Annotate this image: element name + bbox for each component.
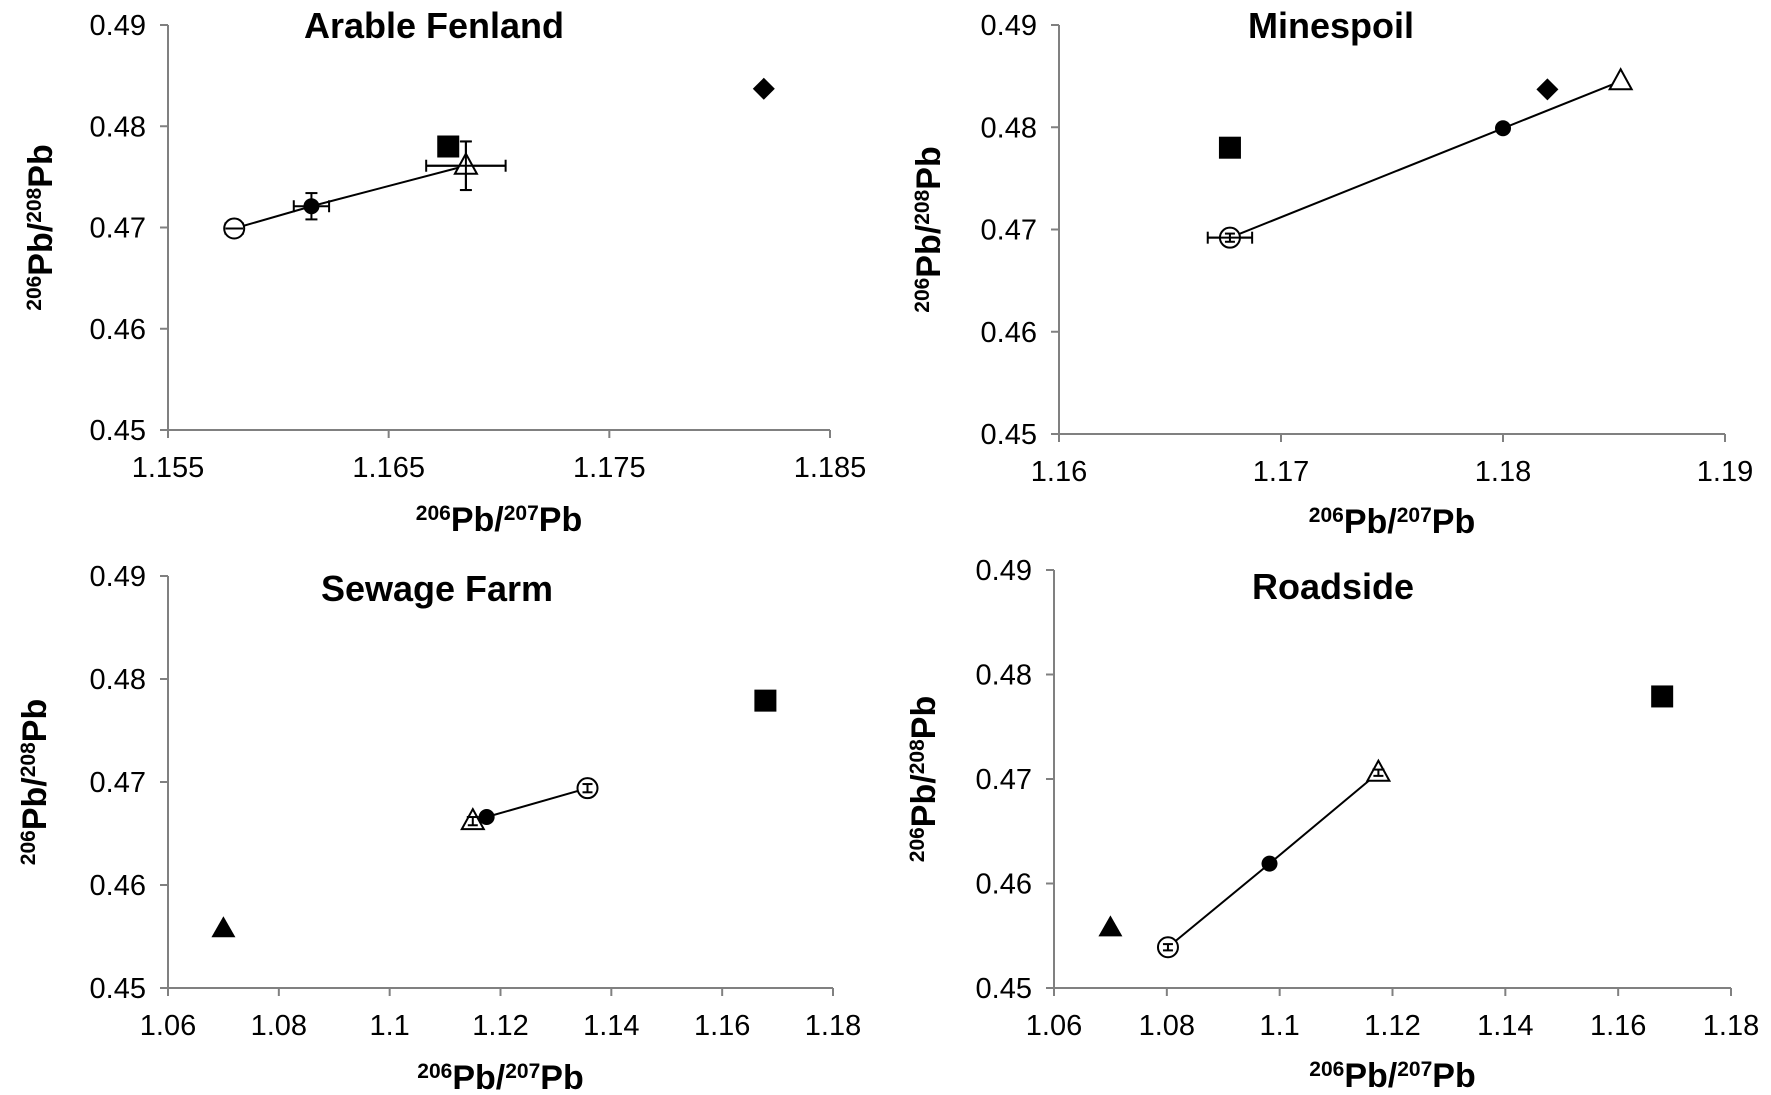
y-tick-label: 0.46: [981, 317, 1037, 349]
chart-title: Minespoil: [1248, 5, 1414, 46]
x-tick-label: 1.155: [132, 452, 205, 484]
x-tick-label: 1.19: [1697, 456, 1753, 488]
panel-minespoil: Minespoil 0.45 0.46 0.47 0.48 0.49 1.16 1.17 1.1…: [910, 5, 1753, 541]
y-tick-label: 0.46: [90, 314, 146, 346]
x-axis-label: 206Pb/207Pb: [416, 501, 582, 539]
x-tick-label: 1.16: [694, 1010, 750, 1042]
filled-square-marker: [754, 689, 777, 712]
y-tick-label: 0.47: [90, 767, 146, 799]
x-tick-label: 1.185: [794, 452, 867, 484]
trend-line: [486, 787, 588, 818]
x-tick-label: 1.16: [1031, 456, 1087, 488]
x-tick-label: 1.06: [140, 1010, 196, 1042]
x-tick-label: 1.12: [1364, 1010, 1420, 1042]
panel-roadside: Roadside 0.45 0.46 0.47 0.48 0.49 1.06 1.08 1.1 1…: [905, 555, 1759, 1095]
filled-square-marker: [1651, 685, 1674, 708]
y-axis-label: 206Pb/208Pb: [910, 146, 948, 312]
x-tick-label: 1.08: [1139, 1010, 1195, 1042]
y-tick-label: 0.45: [90, 415, 146, 447]
filled-diamond-marker: [752, 77, 775, 100]
y-axis-label: 206Pb/208Pb: [905, 696, 943, 862]
filled-circle-marker: [303, 198, 320, 215]
panel-sewage-farm: Sewage Farm 0.45 0.46 0.47 0.48 0.49 1.06 1.08 1…: [16, 561, 861, 1095]
y-tick-label: 0.45: [976, 973, 1032, 1005]
filled-circle-marker: [1495, 120, 1511, 137]
x-axis-label: 206Pb/207Pb: [1309, 503, 1475, 541]
y-tick-label: 0.49: [981, 10, 1037, 42]
y-tick-label: 0.48: [90, 664, 146, 696]
x-tick-label: 1.17: [1253, 456, 1309, 488]
x-tick-label: 1.14: [1477, 1010, 1533, 1042]
filled-square-marker: [437, 135, 460, 158]
x-tick-label: 1.16: [1590, 1010, 1646, 1042]
y-tick-label: 0.49: [90, 561, 146, 593]
x-tick-label: 1.06: [1026, 1010, 1082, 1042]
chart-title: Roadside: [1252, 566, 1414, 607]
y-tick-label: 0.48: [981, 112, 1037, 144]
y-tick-label: 0.45: [981, 419, 1037, 451]
trend-line: [233, 164, 467, 230]
x-axis-label: 206Pb/207Pb: [1309, 1057, 1475, 1095]
filled-triangle-marker: [211, 916, 236, 938]
panel-arable-fenland: Arable Fenland 0.45 0.46 0.47 0.48 0.49 1.155 1…: [22, 5, 866, 539]
y-tick-label: 0.47: [976, 764, 1032, 796]
y-axis-label: 206Pb/208Pb: [22, 144, 60, 310]
y-tick-label: 0.49: [90, 10, 146, 42]
filled-diamond-marker: [1536, 78, 1559, 101]
y-tick-label: 0.48: [90, 111, 146, 143]
x-tick-label: 1.18: [805, 1010, 861, 1042]
y-tick-label: 0.46: [90, 870, 146, 902]
filled-triangle-marker: [1098, 915, 1123, 937]
y-axis-label: 206Pb/208Pb: [16, 699, 54, 865]
trend-line: [1229, 80, 1622, 239]
y-tick-label: 0.47: [981, 215, 1037, 247]
chart-title: Sewage Farm: [321, 568, 553, 609]
x-tick-label: 1.175: [573, 452, 646, 484]
x-tick-label: 1.18: [1475, 456, 1531, 488]
filled-square-marker: [1218, 136, 1241, 159]
x-tick-label: 1.1: [1260, 1010, 1300, 1042]
y-tick-label: 0.49: [976, 555, 1032, 587]
x-tick-label: 1.08: [251, 1010, 307, 1042]
x-tick-label: 1.165: [352, 452, 425, 484]
x-tick-label: 1.14: [583, 1010, 639, 1042]
filled-circle-marker: [478, 809, 495, 826]
x-tick-label: 1.1: [370, 1010, 410, 1042]
y-tick-label: 0.47: [90, 213, 146, 245]
x-axis-label: 206Pb/207Pb: [417, 1059, 583, 1095]
open-triangle-marker: [1607, 67, 1634, 91]
chart-title: Arable Fenland: [304, 5, 564, 46]
filled-circle-marker: [1261, 855, 1278, 872]
y-tick-label: 0.46: [976, 869, 1032, 901]
y-tick-label: 0.48: [976, 660, 1032, 692]
y-tick-label: 0.45: [90, 973, 146, 1005]
x-tick-label: 1.12: [472, 1010, 528, 1042]
x-tick-label: 1.18: [1703, 1010, 1759, 1042]
